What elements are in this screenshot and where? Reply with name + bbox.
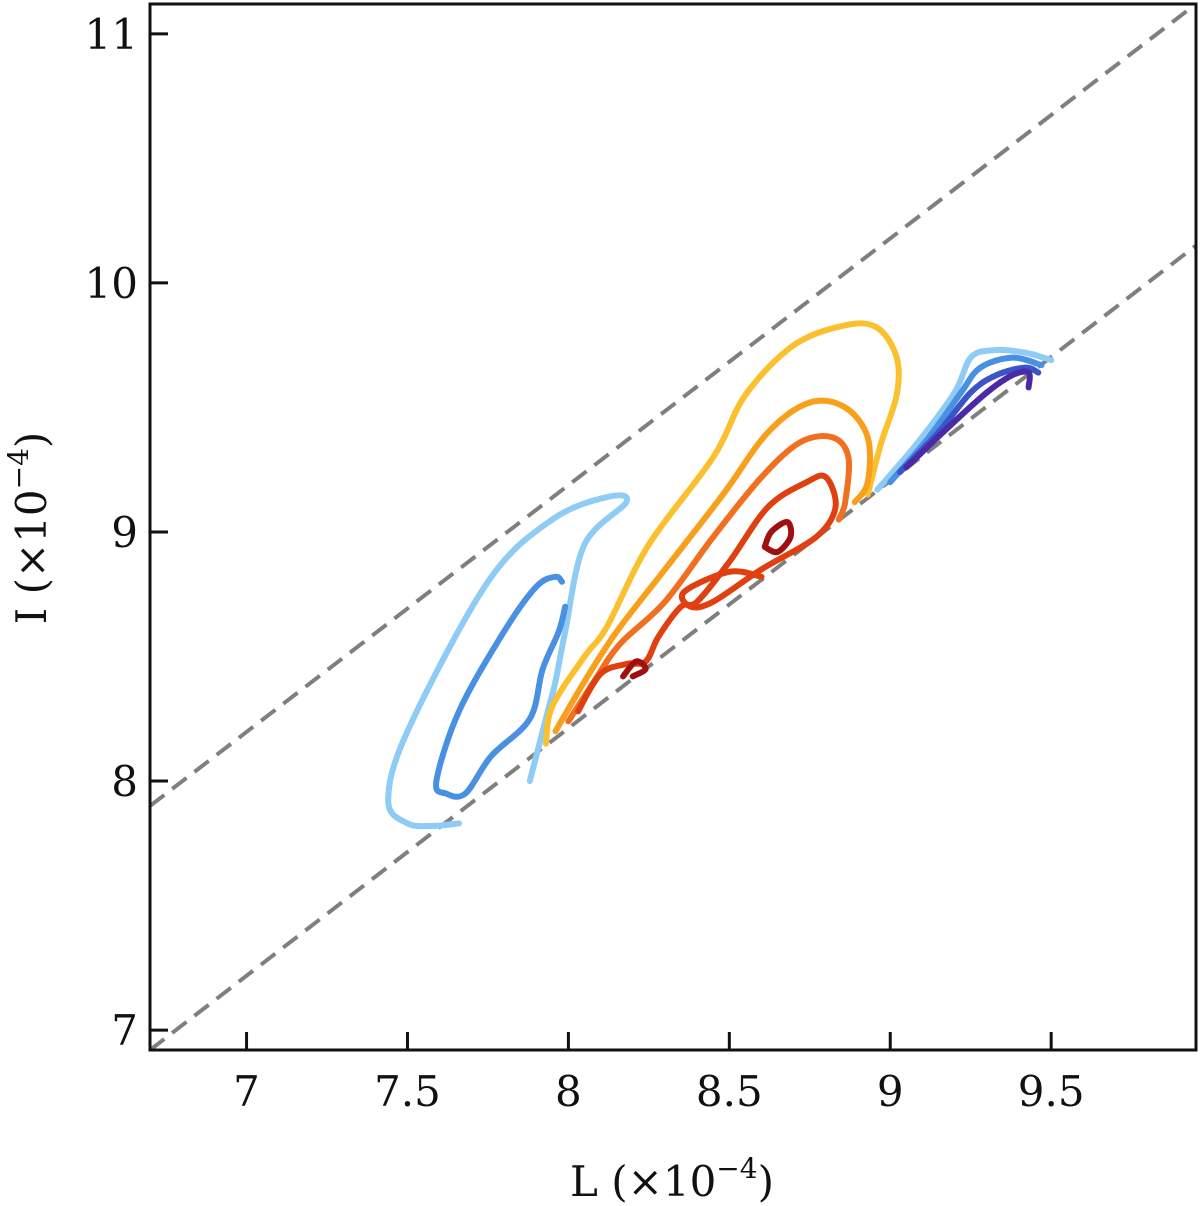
reference-lines (148, 2, 1198, 1052)
contour-center-warm-level-4 (575, 472, 839, 715)
y-tick-label: 7 (111, 1006, 138, 1055)
x-axis-ticks: 7 7.5 8 8.5 9 9.5 (233, 1032, 1085, 1116)
contour-left-blue-level-1 (385, 492, 630, 830)
x-tick-label: 9.5 (1018, 1067, 1085, 1116)
y-tick-label: 8 (111, 757, 138, 806)
plot-area (150, 4, 1196, 1050)
contour-center-warm-level-2 (552, 397, 873, 735)
contour-center-warm-level-5 (761, 518, 795, 556)
contour-center-warm-level-3 (565, 433, 853, 725)
y-axis-label: I (×10−4) (2, 432, 56, 625)
contour-center-warm-level-1 (542, 320, 902, 747)
y-tick-label: 11 (85, 10, 138, 59)
y-tick-label: 10 (85, 259, 138, 308)
x-tick-label: 7 (233, 1067, 260, 1116)
x-axis-label: L (×10−4) (570, 1152, 774, 1206)
contour-right-blue-level-1 (874, 346, 1055, 493)
x-tick-label: 7.5 (374, 1067, 441, 1116)
x-tick-label: 8 (555, 1067, 582, 1116)
reference-line-2 (148, 243, 1198, 1052)
x-tick-label: 8.5 (696, 1067, 763, 1116)
y-tick-label: 9 (111, 508, 138, 557)
reference-line-1 (148, 2, 1198, 808)
contour-left-blue-level-2 (433, 573, 569, 800)
contour-right-blue-level-2 (887, 354, 1045, 486)
plot-frame (148, 2, 1198, 1052)
contour-right-blue-level-4 (903, 368, 1033, 471)
contour-lines (385, 320, 1055, 830)
x-tick-label: 9 (877, 1067, 904, 1116)
y-axis-ticks: 7 8 9 10 11 (85, 10, 168, 1055)
contour-center-warm-level-6 (620, 658, 649, 680)
